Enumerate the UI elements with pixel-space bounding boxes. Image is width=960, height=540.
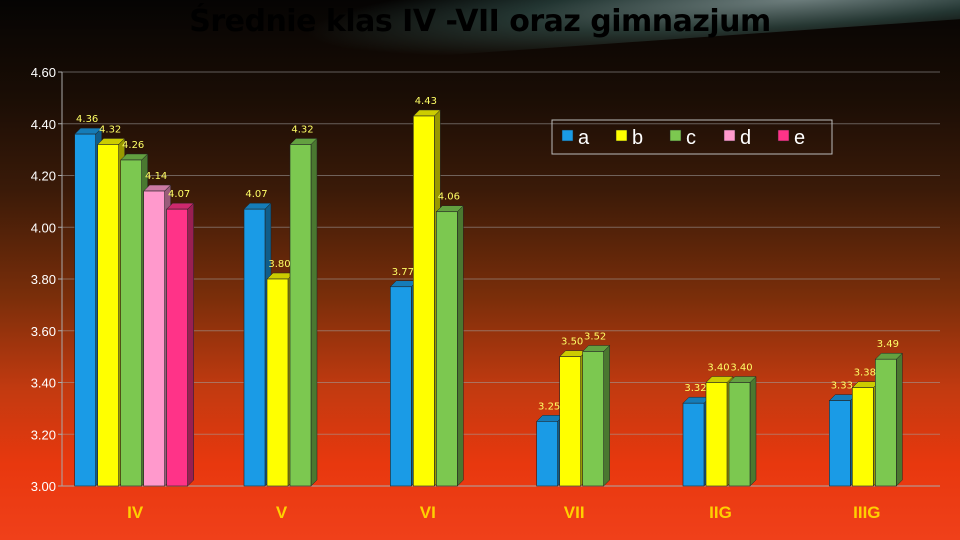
chart-title: Średnie klas IV -VII oraz gimnazjum — [189, 4, 771, 39]
bar-front — [143, 190, 165, 487]
legend-swatch-c — [669, 129, 682, 142]
bar-front — [97, 144, 119, 487]
y-tick-label: 3.00 — [31, 479, 56, 494]
data-label: 4.32 — [291, 124, 313, 135]
bar-c-VII — [582, 344, 611, 487]
data-label: 3.49 — [877, 339, 899, 350]
bar-front — [413, 115, 435, 487]
bars — [74, 109, 903, 487]
data-label: 3.77 — [392, 267, 414, 278]
legend: a b c d e — [551, 119, 833, 155]
data-label: 4.14 — [145, 171, 167, 182]
bar-c-IIIG — [874, 352, 903, 487]
bar-front — [728, 382, 751, 487]
legend-swatch-e — [777, 129, 790, 142]
bar-side — [457, 205, 464, 487]
bar-a-V — [243, 202, 272, 487]
data-label: 3.80 — [268, 259, 290, 270]
bar-front — [829, 400, 851, 487]
y-tick-label: 4.00 — [31, 220, 56, 235]
bar-front — [705, 382, 728, 487]
legend-label-a: a — [578, 127, 590, 149]
bar-front — [852, 387, 874, 487]
bar-e-IV — [166, 202, 195, 487]
data-label: 3.38 — [854, 368, 876, 379]
data-label: 4.43 — [415, 96, 437, 107]
data-label: 3.33 — [831, 381, 853, 392]
y-tick-label: 3.20 — [31, 427, 56, 442]
bar-side — [749, 375, 757, 487]
bar-c-V — [289, 137, 318, 487]
y-tick-label: 4.20 — [31, 169, 56, 184]
bar-front — [390, 286, 412, 487]
legend-label-d: d — [740, 127, 751, 149]
bar-c-IIG — [728, 375, 757, 487]
legend-label-e: e — [794, 127, 805, 149]
data-label: 4.32 — [99, 124, 121, 135]
bar-front — [120, 159, 142, 487]
bar-side — [896, 352, 903, 487]
x-tick-label: VII — [564, 503, 585, 522]
bar-side — [603, 344, 610, 487]
data-label: 3.25 — [538, 401, 560, 412]
data-label: 4.07 — [168, 189, 190, 200]
data-label: 4.36 — [76, 114, 98, 125]
data-label: 4.07 — [245, 189, 267, 200]
bar-front — [536, 421, 558, 487]
bar-front — [875, 358, 897, 487]
y-tick-label: 3.40 — [31, 376, 56, 391]
bar-front — [243, 208, 266, 487]
y-tick-label: 3.60 — [31, 324, 56, 339]
legend-label-c: c — [686, 127, 696, 149]
data-label: 3.40 — [730, 363, 752, 374]
legend-swatch-d — [723, 129, 736, 142]
y-tick-label: 4.60 — [31, 65, 56, 80]
bar-front — [582, 351, 604, 487]
y-axis: 3.00 3.20 3.40 3.60 3.80 4.00 4.20 4.40 4.60 — [31, 65, 940, 494]
x-tick-label: IV — [127, 503, 144, 522]
bar-front — [289, 144, 312, 487]
legend-label-b: b — [632, 127, 643, 149]
bar-side — [187, 202, 194, 487]
y-tick-label: 4.40 — [31, 117, 56, 132]
bar-side — [310, 137, 318, 487]
x-tick-label: V — [276, 503, 288, 522]
data-label: 4.06 — [438, 192, 460, 203]
x-tick-label: IIIG — [853, 503, 880, 522]
legend-swatch-a — [561, 129, 574, 142]
x-axis: IV V VI VII IIG IIIG — [127, 503, 880, 522]
x-tick-label: VI — [420, 503, 436, 522]
data-label: 3.50 — [561, 337, 583, 348]
data-labels: 4.364.324.264.144.07 4.073.804.323.774.43… — [76, 96, 899, 412]
x-tick-label: IIG — [709, 503, 732, 522]
bar-front — [436, 211, 458, 487]
bar-front — [266, 278, 289, 487]
bar-front — [682, 402, 705, 487]
legend-box — [551, 119, 833, 155]
data-label: 4.26 — [122, 140, 144, 151]
bar-c-VI — [435, 205, 464, 487]
bar-front — [559, 356, 581, 487]
data-label: 3.40 — [707, 363, 729, 374]
data-label: 3.52 — [584, 331, 606, 342]
y-tick-label: 3.80 — [31, 272, 56, 287]
legend-swatch-b — [615, 129, 628, 142]
data-label: 3.32 — [684, 383, 706, 394]
bar-front — [166, 208, 188, 487]
bar-front — [74, 133, 96, 487]
